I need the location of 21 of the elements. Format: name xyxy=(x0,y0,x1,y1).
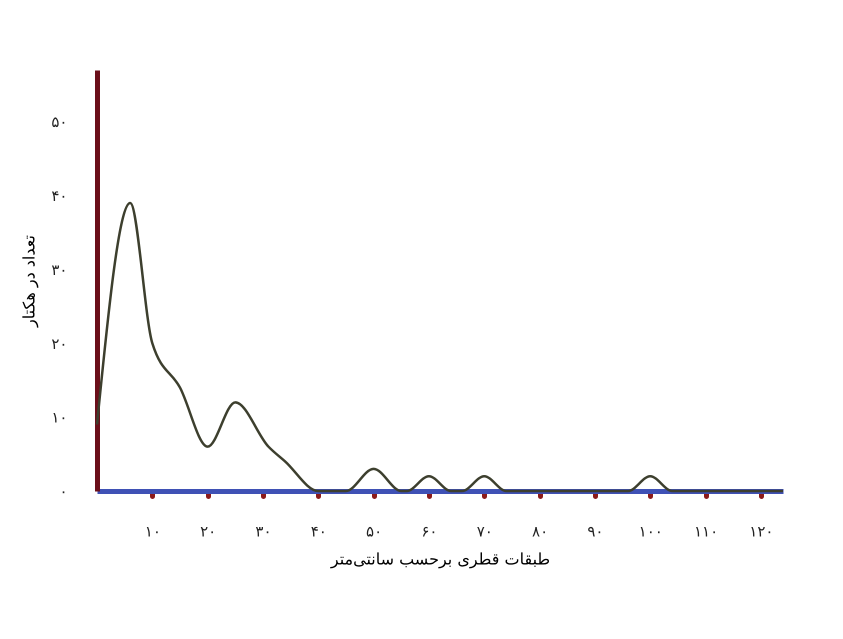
y-tick-label: ۲۰ xyxy=(51,334,68,353)
y-tick-label: ۴۰ xyxy=(51,187,68,206)
x-tick-label: ۵۰ xyxy=(366,522,382,540)
x-tick-label: ۴۰ xyxy=(310,522,327,540)
x-tick-label: ۹۰ xyxy=(587,522,604,540)
x-tick-label: ۱۰۰ xyxy=(638,522,663,540)
y-tick-label: ۳۰ xyxy=(51,260,68,279)
x-tick-label: ۳۰ xyxy=(255,522,272,540)
x-tick-label: ۱۲۰ xyxy=(749,522,774,540)
x-tick-label: ۸۰ xyxy=(532,522,548,540)
x-tick-label: ۲۰ xyxy=(200,522,216,540)
x-axis-title: طبقات قطری برحسب سانتی‌متر xyxy=(330,550,550,568)
x-tick-label: ۱۰ xyxy=(144,522,161,540)
x-tick-label: ۶۰ xyxy=(421,522,438,540)
x-tick-label: ۷۰ xyxy=(476,522,493,540)
x-tick-label: ۱۱۰ xyxy=(694,522,718,540)
y-tick-label: ۱۰ xyxy=(51,408,68,427)
y-tick-label: ۰ xyxy=(59,482,68,500)
y-tick-label: ۵۰ xyxy=(51,113,68,132)
y-axis-title: تعداد در هکتار xyxy=(19,235,38,328)
line-series xyxy=(96,202,784,492)
